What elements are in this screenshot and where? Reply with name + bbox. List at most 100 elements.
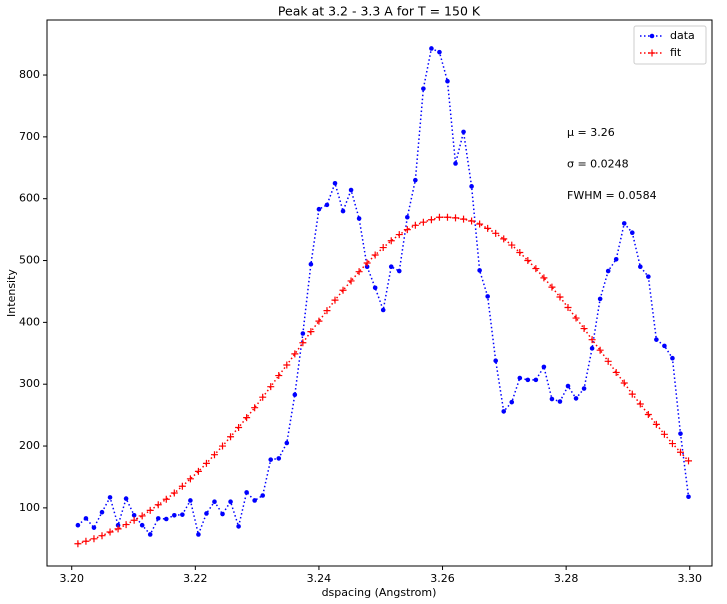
marker-dot: [589, 346, 595, 351]
marker-plus: [170, 489, 178, 497]
marker-plus: [243, 414, 251, 422]
marker-dot: [413, 177, 418, 183]
marker-dot: [228, 499, 233, 504]
marker-dot: [332, 180, 338, 186]
marker-plus: [162, 495, 170, 503]
marker-dot: [533, 377, 539, 383]
marker-plus: [403, 226, 411, 234]
marker-plus: [524, 257, 532, 265]
marker-dot: [131, 512, 137, 518]
marker-plus: [443, 213, 451, 221]
y-tick-label: 200: [19, 439, 40, 452]
x-axis-label: dspacing (Angstrom): [322, 586, 437, 599]
marker-plus: [259, 393, 267, 401]
marker-plus: [516, 248, 524, 256]
marker-plus: [130, 516, 138, 524]
marker-plus: [427, 216, 435, 224]
marker-plus: [154, 501, 162, 509]
y-tick-label: 100: [19, 501, 40, 514]
marker-dot: [356, 216, 362, 221]
legend-label: fit: [670, 46, 682, 59]
marker-dot: [115, 522, 121, 528]
marker-plus: [564, 304, 572, 312]
marker-plus: [347, 277, 355, 285]
annotation: σ = 0.0248: [567, 158, 629, 171]
marker-plus: [178, 482, 186, 490]
x-tick-label: 3.26: [430, 572, 455, 585]
marker-plus: [476, 220, 484, 228]
marker-plus: [508, 241, 516, 249]
legend-label: data: [670, 29, 695, 42]
marker-plus: [492, 229, 500, 237]
marker-dot: [549, 396, 555, 402]
marker-dot: [629, 230, 635, 236]
marker-dot: [469, 184, 474, 189]
chart-title: Peak at 3.2 - 3.3 A for T = 150 K: [278, 4, 481, 19]
marker-dot: [372, 285, 378, 291]
marker-plus: [106, 528, 114, 536]
marker-dot: [284, 440, 290, 446]
marker-dot: [646, 274, 651, 279]
marker-dot: [107, 495, 113, 500]
marker-plus: [323, 307, 331, 315]
annotation: FWHM = 0.0584: [567, 189, 657, 202]
marker-plus: [500, 235, 508, 243]
marker-plus: [660, 430, 668, 438]
marker-plus: [668, 440, 676, 448]
marker-plus: [648, 49, 656, 57]
marker-plus: [419, 218, 427, 226]
marker-dot: [364, 264, 370, 270]
marker-dot: [509, 399, 515, 405]
marker-dot: [613, 257, 619, 262]
marker-plus: [275, 372, 283, 380]
marker-dot: [605, 268, 611, 274]
y-tick-label: 800: [19, 68, 40, 81]
marker-dot: [525, 377, 531, 383]
marker-dot: [396, 268, 402, 274]
marker-dot: [172, 512, 177, 518]
y-axis-label: Intensity: [5, 269, 18, 317]
marker-plus: [210, 451, 218, 459]
marker-plus: [194, 467, 202, 475]
marker-dot: [308, 261, 314, 267]
marker-dot: [565, 383, 571, 389]
marker-plus: [540, 274, 548, 282]
marker-dot: [541, 364, 547, 370]
marker-dot: [196, 532, 201, 537]
marker-dot: [244, 490, 249, 495]
marker-plus: [468, 217, 476, 225]
marker-plus: [685, 457, 693, 465]
marker-dot: [621, 221, 627, 226]
marker-plus: [548, 283, 556, 291]
x-tick-label: 3.28: [554, 572, 579, 585]
marker-dot: [485, 294, 490, 299]
series-line: [77, 47, 690, 538]
marker-plus: [596, 346, 604, 354]
marker-dot: [429, 46, 434, 51]
marker-dot: [99, 509, 105, 515]
marker-dot: [654, 337, 659, 342]
marker-dot: [388, 264, 394, 270]
marker-plus: [435, 213, 443, 221]
marker-plus: [636, 400, 644, 408]
marker-plus: [138, 512, 146, 520]
marker-dot: [649, 33, 655, 39]
marker-dot: [662, 343, 667, 349]
marker-dot: [316, 206, 322, 212]
marker-plus: [299, 339, 307, 347]
marker-plus: [283, 361, 291, 369]
marker-plus: [114, 525, 122, 533]
marker-dot: [180, 512, 185, 517]
marker-plus: [227, 433, 235, 441]
marker-dot: [477, 268, 482, 273]
x-tick-label: 3.20: [59, 572, 84, 585]
marker-plus: [532, 265, 540, 273]
marker-dot: [236, 524, 241, 529]
x-tick-label: 3.30: [678, 572, 703, 585]
marker-dot: [276, 456, 282, 461]
marker-plus: [620, 379, 628, 387]
series-line: [77, 216, 690, 545]
marker-plus: [315, 317, 323, 325]
marker-plus: [146, 506, 154, 514]
